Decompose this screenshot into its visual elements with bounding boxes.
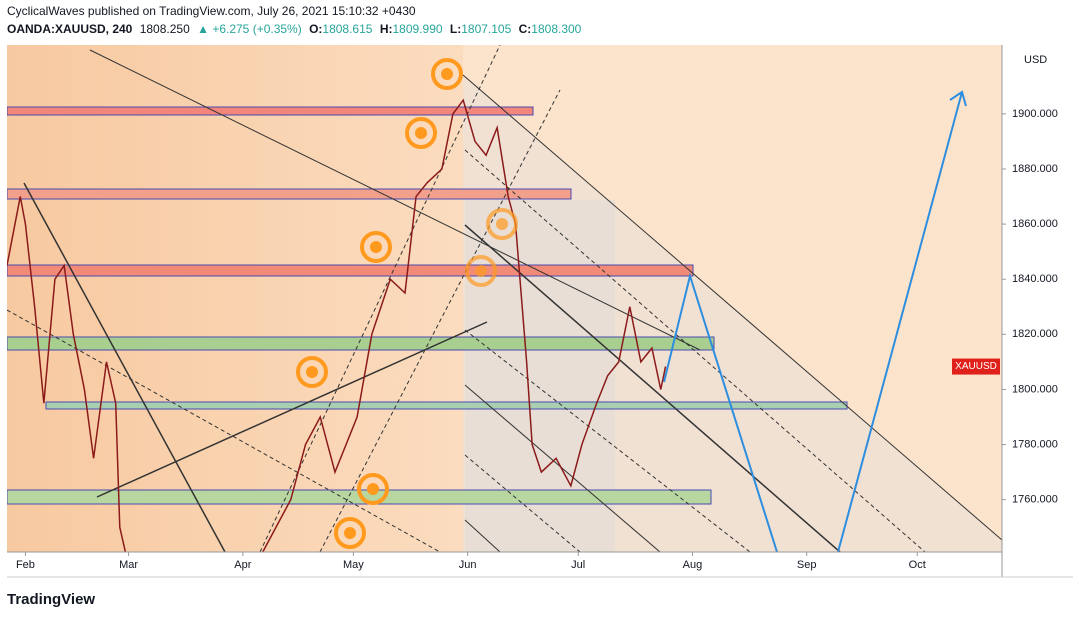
y-tick-label: 1900.000 (1012, 108, 1058, 120)
high: 1809.990 (392, 22, 442, 36)
dashed-line (7, 309, 441, 552)
high-label: H: (380, 22, 393, 36)
change: ▲ +6.275 (+0.35%) (197, 22, 302, 36)
projection-path (837, 91, 963, 552)
trend-line (96, 321, 488, 498)
low: 1807.105 (461, 22, 511, 36)
close-label: C: (519, 22, 532, 36)
y-tick-label: 1840.000 (1012, 273, 1058, 285)
circle (334, 517, 366, 549)
zone (7, 106, 534, 116)
circle (486, 208, 518, 240)
ohlc-line: OANDA:XAUUSD, 240 1808.250 ▲ +6.275 (+0.… (7, 22, 582, 36)
publisher: CyclicalWaves published on TradingView.c… (7, 4, 416, 18)
dashed-line (464, 149, 926, 552)
circle (431, 58, 463, 90)
circle-dot (441, 68, 453, 80)
y-tick-label: 1820.000 (1012, 328, 1058, 340)
y-tick-label: 1880.000 (1012, 163, 1058, 175)
y-tick-label: 1860.000 (1012, 218, 1058, 230)
currency: USD (1024, 54, 1047, 66)
dashed-line (319, 89, 561, 552)
x-tick-label: May (343, 559, 364, 571)
y-tick-label: 1760.000 (1012, 494, 1058, 506)
price-tag (952, 358, 1000, 375)
zone (7, 264, 694, 277)
x-tick-label: Jul (571, 559, 585, 571)
left-bg (7, 45, 463, 552)
zone (45, 401, 848, 410)
arrow-head (949, 90, 967, 107)
close: 1808.300 (531, 22, 581, 36)
circle (357, 473, 389, 505)
last: 1808.250 (140, 22, 190, 36)
circle (465, 255, 497, 287)
x-tick-label: Jun (459, 559, 477, 571)
trend-line (23, 182, 226, 552)
circle-dot (415, 127, 427, 139)
projection-path (663, 272, 778, 552)
x-tick-label: Oct (909, 559, 926, 571)
low-label: L: (450, 22, 461, 36)
open: 1808.615 (322, 22, 372, 36)
y-tick-label: 1780.000 (1012, 438, 1058, 450)
circle-dot (496, 218, 508, 230)
dashed-line (464, 329, 751, 552)
x-tick-label: Feb (16, 559, 35, 571)
price-line (7, 98, 667, 552)
circles (296, 58, 518, 549)
y-tick-label: 1800.000 (1012, 383, 1058, 395)
channel-line (464, 519, 501, 552)
circle-dot (344, 527, 356, 539)
brand: TradingView (7, 591, 95, 608)
circle-dot (367, 483, 379, 495)
symbol: OANDA:XAUUSD, 240 (7, 22, 133, 36)
circle (360, 231, 392, 263)
projection (663, 90, 967, 552)
x-tick-label: Mar (119, 559, 138, 571)
channel-line (464, 224, 841, 552)
open-label: O: (309, 22, 322, 36)
circle (405, 117, 437, 149)
circle-dot (475, 265, 487, 277)
channel-line (464, 384, 661, 552)
channel-line (462, 74, 1002, 541)
x-tick-label: Apr (234, 559, 251, 571)
zone (7, 336, 715, 351)
x-tick-label: Sep (797, 559, 817, 571)
circle-dot (370, 241, 382, 253)
zone (7, 188, 572, 200)
channel-line (89, 49, 701, 351)
circle-dot (306, 366, 318, 378)
drawings (7, 45, 1002, 552)
circle (296, 356, 328, 388)
x-tick-label: Aug (683, 559, 703, 571)
price-tag-label: XAUUSD (955, 361, 997, 372)
